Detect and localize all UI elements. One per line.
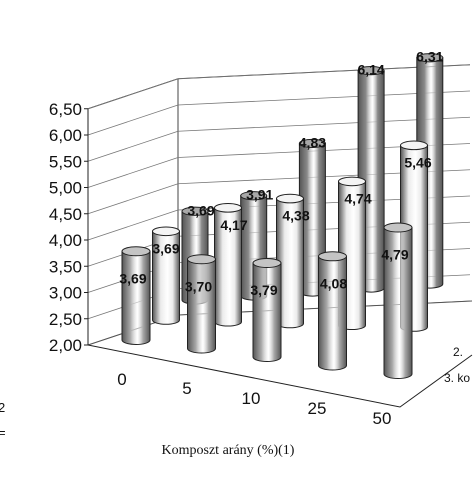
bar-body — [318, 255, 347, 371]
data-label: 4,08 — [320, 275, 347, 291]
bar-top — [121, 246, 151, 257]
data-label: 6,14 — [357, 62, 384, 78]
bar-top — [187, 254, 216, 265]
cut-text: 2 — [0, 400, 5, 415]
data-label: 4,74 — [344, 190, 371, 206]
gridline-side — [87, 157, 179, 188]
back-wall-top — [87, 64, 471, 110]
bar — [152, 226, 180, 325]
data-label: 5,46 — [404, 154, 431, 170]
bar-top — [357, 66, 385, 76]
x-tick-label: 0 — [117, 370, 126, 389]
legend-entry: 2. — [453, 345, 463, 359]
gridline-side — [87, 130, 179, 162]
bar — [121, 246, 151, 345]
y-tick-label: 3,50 — [49, 257, 82, 276]
data-label: 6,31 — [416, 49, 443, 65]
cut-text: = — [0, 425, 6, 440]
bar-top — [383, 222, 413, 233]
x-tick-label: 10 — [242, 389, 261, 408]
data-label: 4,83 — [299, 134, 326, 150]
x-axis-label: Komposzt arány (%)(1) — [162, 443, 295, 458]
data-label: 3,69 — [119, 270, 146, 286]
bar — [252, 258, 282, 362]
x-tick-label: 50 — [373, 409, 392, 428]
bar-body — [383, 227, 413, 379]
y-tick-label: 2,00 — [49, 336, 82, 355]
bar-top — [252, 258, 282, 269]
bar-top — [318, 251, 347, 262]
bar-top — [416, 53, 444, 63]
gridline-side — [87, 183, 179, 215]
bar — [383, 222, 413, 379]
gridline-side — [87, 104, 179, 136]
bar-body — [187, 258, 216, 354]
data-labels: 3,69 3,91 4,83 6,14 6,31 3,69 4,17 4,38 4,74 5,46… — [119, 49, 443, 298]
x-tick-label: 5 — [182, 379, 191, 398]
bar-top — [240, 191, 268, 201]
bar-top — [214, 203, 242, 213]
y-tick-label: 3,00 — [49, 284, 82, 303]
bar-top — [276, 193, 304, 204]
x-tick-label: 25 — [308, 399, 327, 418]
bar-body — [121, 250, 151, 345]
data-label: 3,70 — [185, 278, 212, 294]
bar-top — [152, 226, 180, 237]
y-tick-label: 6,50 — [49, 100, 82, 119]
bar-top — [181, 206, 209, 216]
data-label: 3,91 — [246, 187, 273, 203]
bars — [121, 53, 444, 379]
bar — [318, 251, 347, 371]
gridline-side — [87, 78, 179, 110]
y-tick-label: 4,00 — [49, 231, 82, 250]
y-tick-label: 2,50 — [49, 310, 82, 329]
bar-body — [252, 262, 282, 362]
bar — [187, 254, 216, 354]
bar-top — [400, 140, 428, 151]
y-tick-label: 4,50 — [49, 205, 82, 224]
legend: 2. 3. ko 2 = — [0, 345, 470, 440]
data-label: 4,38 — [282, 208, 309, 224]
bar-top — [338, 176, 366, 187]
gridline-side — [87, 209, 179, 241]
data-label: 3,69 — [152, 240, 179, 256]
bar-top — [298, 138, 326, 149]
y-tick-label: 5,00 — [49, 179, 82, 198]
axes: 2,00 2,50 3,00 3,50 4,00 4,50 5,00 5,50 6,00 6,50… — [49, 100, 473, 458]
y-tick-label: 5,50 — [49, 152, 82, 171]
data-label: 4,79 — [381, 247, 408, 263]
data-label: 3,79 — [250, 282, 277, 298]
legend-entry: 3. ko — [444, 371, 470, 385]
data-label: 3,69 — [187, 202, 214, 218]
data-label: 4,17 — [220, 217, 247, 233]
floor-front-edge — [87, 344, 473, 408]
bar-body — [152, 230, 180, 325]
y-tick-label: 6,00 — [49, 126, 82, 145]
